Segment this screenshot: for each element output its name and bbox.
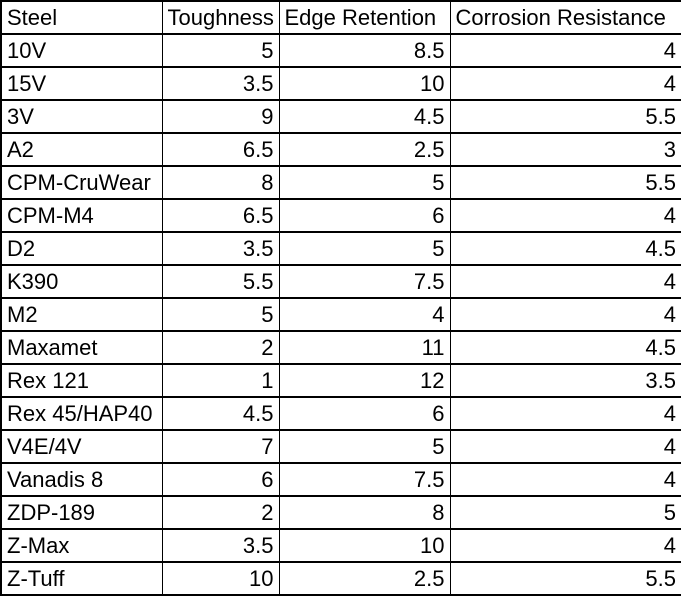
- steel-name-cell: CPM-M4: [0, 198, 163, 233]
- edge-retention-value-cell: 2.5: [278, 561, 451, 596]
- toughness-value-cell: 5: [161, 33, 280, 68]
- steel-name-cell: V4E/4V: [0, 429, 163, 464]
- corrosion-resistance-value-cell: 4: [449, 66, 681, 101]
- toughness-value-cell: 2: [161, 495, 280, 530]
- edge-retention-value-cell: 4: [278, 297, 451, 332]
- corrosion-resistance-value-cell: 4: [449, 462, 681, 497]
- table-row: CPM-CruWear 8 5 5.5: [0, 165, 681, 200]
- toughness-value-cell: 6.5: [161, 132, 280, 167]
- corrosion-resistance-value-cell: 4: [449, 33, 681, 68]
- toughness-value-cell: 3.5: [161, 528, 280, 563]
- table-body: 10V 5 8.5 4 15V 3.5 10 4 3V 9 4.5 5.5 A2 6.5 2.5 3 CPM-C…: [0, 33, 681, 596]
- steel-name-cell: ZDP-189: [0, 495, 163, 530]
- edge-retention-value-cell: 8.5: [278, 33, 451, 68]
- steel-name-cell: Rex 45/HAP40: [0, 396, 163, 431]
- steel-name-cell: Rex 121: [0, 363, 163, 398]
- edge-retention-value-cell: 5: [278, 231, 451, 266]
- edge-retention-value-cell: 10: [278, 66, 451, 101]
- table-row: CPM-M4 6.5 6 4: [0, 198, 681, 233]
- toughness-value-cell: 5: [161, 297, 280, 332]
- column-header-toughness: Toughness: [161, 0, 280, 35]
- steel-name-cell: D2: [0, 231, 163, 266]
- table-row: Rex 45/HAP40 4.5 6 4: [0, 396, 681, 431]
- table-row: 15V 3.5 10 4: [0, 66, 681, 101]
- edge-retention-value-cell: 5: [278, 165, 451, 200]
- toughness-value-cell: 6.5: [161, 198, 280, 233]
- table-row: Maxamet 2 11 4.5: [0, 330, 681, 365]
- table-row: ZDP-189 2 8 5: [0, 495, 681, 530]
- toughness-value-cell: 3.5: [161, 66, 280, 101]
- toughness-value-cell: 7: [161, 429, 280, 464]
- table-row: K390 5.5 7.5 4: [0, 264, 681, 299]
- edge-retention-value-cell: 6: [278, 396, 451, 431]
- column-header-corrosion-resistance: Corrosion Resistance: [449, 0, 681, 35]
- steel-name-cell: 15V: [0, 66, 163, 101]
- toughness-value-cell: 4.5: [161, 396, 280, 431]
- header-row: Steel Toughness Edge Retention Corrosion Re…: [0, 0, 681, 35]
- toughness-value-cell: 9: [161, 99, 280, 134]
- steel-name-cell: CPM-CruWear: [0, 165, 163, 200]
- steel-name-cell: A2: [0, 132, 163, 167]
- toughness-value-cell: 2: [161, 330, 280, 365]
- column-header-steel: Steel: [0, 0, 163, 35]
- steel-comparison-table: Steel Toughness Edge Retention Corrosion Re…: [0, 0, 681, 596]
- steel-name-cell: Z-Max: [0, 528, 163, 563]
- edge-retention-value-cell: 10: [278, 528, 451, 563]
- toughness-value-cell: 5.5: [161, 264, 280, 299]
- corrosion-resistance-value-cell: 4: [449, 198, 681, 233]
- corrosion-resistance-value-cell: 3.5: [449, 363, 681, 398]
- corrosion-resistance-value-cell: 4: [449, 264, 681, 299]
- edge-retention-value-cell: 5: [278, 429, 451, 464]
- edge-retention-value-cell: 8: [278, 495, 451, 530]
- corrosion-resistance-value-cell: 5.5: [449, 165, 681, 200]
- edge-retention-value-cell: 12: [278, 363, 451, 398]
- edge-retention-value-cell: 7.5: [278, 462, 451, 497]
- corrosion-resistance-value-cell: 4.5: [449, 330, 681, 365]
- table-row: Vanadis 8 6 7.5 4: [0, 462, 681, 497]
- corrosion-resistance-value-cell: 5.5: [449, 99, 681, 134]
- toughness-value-cell: 8: [161, 165, 280, 200]
- steel-name-cell: Z-Tuff: [0, 561, 163, 596]
- steel-name-cell: 3V: [0, 99, 163, 134]
- table-row: D2 3.5 5 4.5: [0, 231, 681, 266]
- column-header-edge-retention: Edge Retention: [278, 0, 451, 35]
- corrosion-resistance-value-cell: 5: [449, 495, 681, 530]
- toughness-value-cell: 1: [161, 363, 280, 398]
- corrosion-resistance-value-cell: 4.5: [449, 231, 681, 266]
- table-row: Z-Max 3.5 10 4: [0, 528, 681, 563]
- edge-retention-value-cell: 2.5: [278, 132, 451, 167]
- edge-retention-value-cell: 11: [278, 330, 451, 365]
- edge-retention-value-cell: 6: [278, 198, 451, 233]
- table-row: M2 5 4 4: [0, 297, 681, 332]
- corrosion-resistance-value-cell: 4: [449, 396, 681, 431]
- steel-name-cell: Maxamet: [0, 330, 163, 365]
- table-row: Rex 121 1 12 3.5: [0, 363, 681, 398]
- table-row: A2 6.5 2.5 3: [0, 132, 681, 167]
- toughness-value-cell: 6: [161, 462, 280, 497]
- toughness-value-cell: 3.5: [161, 231, 280, 266]
- edge-retention-value-cell: 4.5: [278, 99, 451, 134]
- corrosion-resistance-value-cell: 4: [449, 528, 681, 563]
- table-row: 10V 5 8.5 4: [0, 33, 681, 68]
- table-row: V4E/4V 7 5 4: [0, 429, 681, 464]
- steel-name-cell: 10V: [0, 33, 163, 68]
- steel-name-cell: M2: [0, 297, 163, 332]
- corrosion-resistance-value-cell: 3: [449, 132, 681, 167]
- corrosion-resistance-value-cell: 5.5: [449, 561, 681, 596]
- table-row: Z-Tuff 10 2.5 5.5: [0, 561, 681, 596]
- steel-name-cell: K390: [0, 264, 163, 299]
- steel-name-cell: Vanadis 8: [0, 462, 163, 497]
- corrosion-resistance-value-cell: 4: [449, 297, 681, 332]
- edge-retention-value-cell: 7.5: [278, 264, 451, 299]
- toughness-value-cell: 10: [161, 561, 280, 596]
- corrosion-resistance-value-cell: 4: [449, 429, 681, 464]
- table-row: 3V 9 4.5 5.5: [0, 99, 681, 134]
